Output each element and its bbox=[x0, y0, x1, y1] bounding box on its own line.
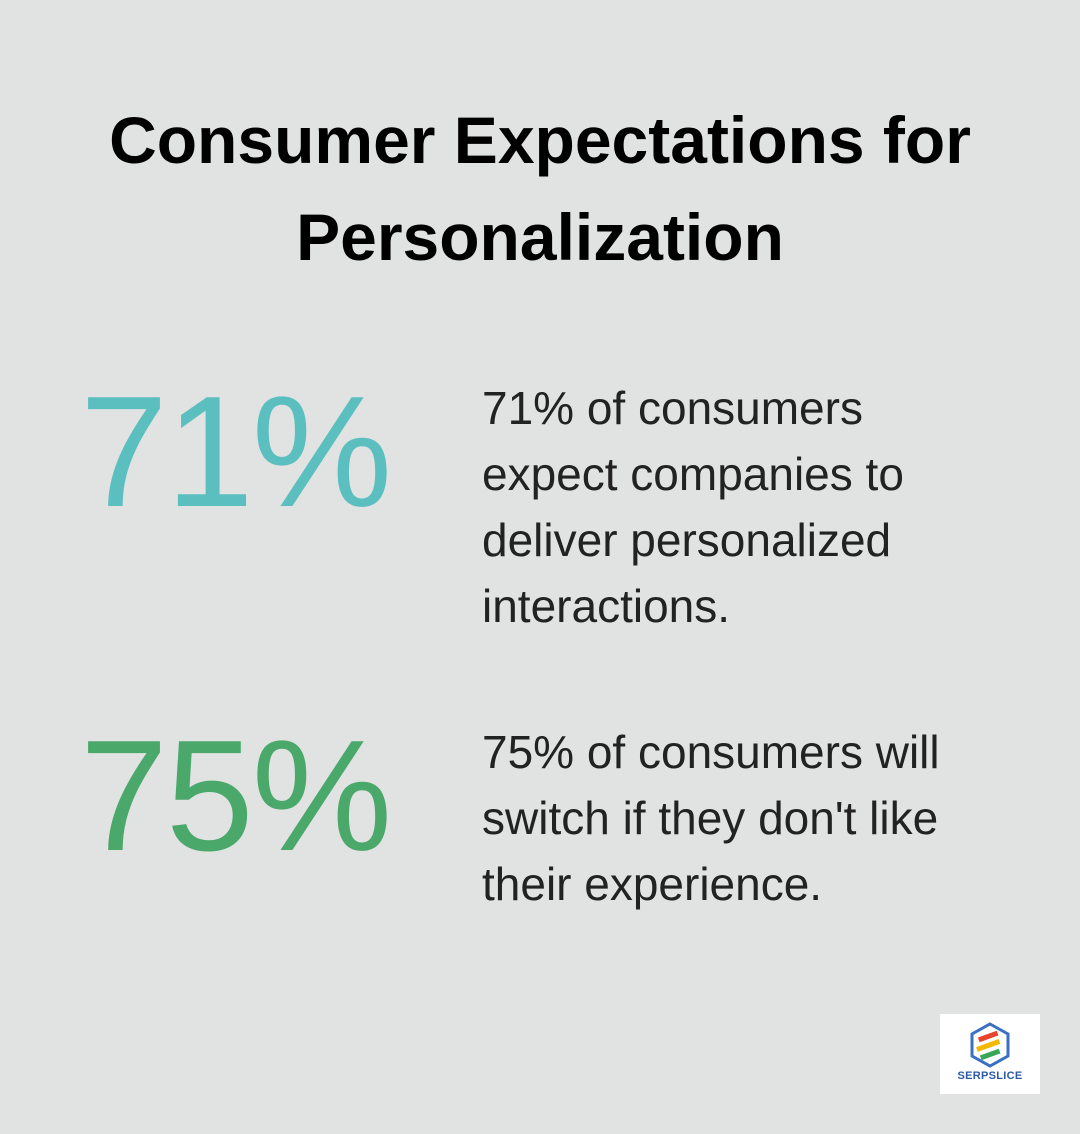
stat-value: 75% bbox=[80, 708, 392, 884]
logo: SERPSLICE bbox=[940, 1014, 1040, 1094]
stat-text: 71% of consumers expect companies to del… bbox=[482, 382, 904, 632]
stat-value: 71% bbox=[80, 364, 392, 540]
logo-icon bbox=[970, 1022, 1010, 1068]
stat-text: 75% of consumers will switch if they don… bbox=[482, 726, 940, 910]
title: Consumer Expectations for Personalizatio… bbox=[109, 103, 971, 274]
logo-text: SERPSLICE bbox=[957, 1070, 1023, 1082]
